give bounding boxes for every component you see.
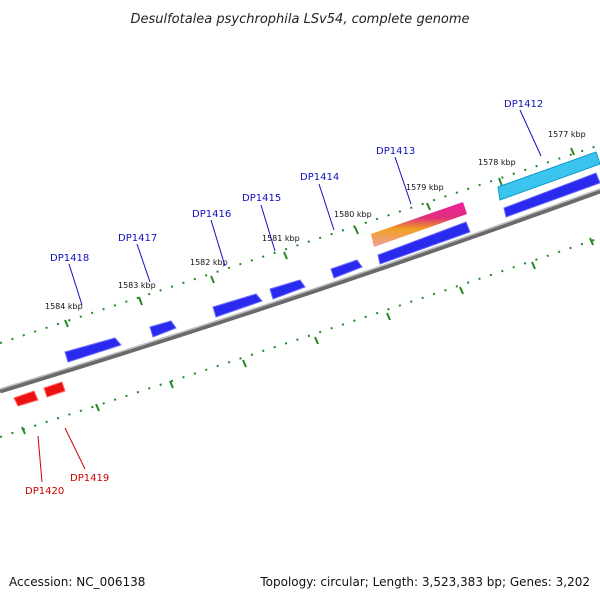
gene-dp1413-highlight[interactable] [371, 202, 467, 247]
leader-dp1417 [136, 243, 151, 283]
leader-dp1413 [394, 156, 412, 205]
leader-dp1414 [318, 183, 335, 231]
gene-dp1412-highlight[interactable] [497, 151, 600, 201]
map-title: Desulfotalea psychrophila LSv54, complet… [130, 12, 469, 27]
inner-tick [531, 261, 536, 270]
label-dp1420[interactable]: DP1420 [25, 486, 64, 497]
leader-dp1419 [64, 427, 86, 470]
gene-dp1417[interactable] [149, 320, 177, 338]
reverse-leader-lines [37, 427, 86, 483]
label-dp1415[interactable]: DP1415 [242, 193, 281, 204]
leader-dp1412 [519, 109, 542, 157]
outer-scale-ticks [64, 147, 575, 328]
leader-dp1418 [68, 263, 83, 306]
gene-dp1415[interactable] [269, 279, 306, 300]
inner-tick [95, 403, 100, 412]
leader-dp1415 [260, 204, 276, 252]
forward-gene-labels: DP1412 DP1413 DP1414 DP1415 DP1416 DP141… [50, 99, 543, 264]
leader-dp1416 [210, 219, 226, 267]
gene-dp1412-track[interactable] [503, 172, 600, 218]
tick-1577 [570, 147, 575, 156]
label-dp1418[interactable]: DP1418 [50, 253, 89, 264]
scale-label-1583: 1583 kbp [118, 281, 156, 290]
forward-genes [64, 172, 600, 363]
tick-1582 [210, 275, 215, 284]
gene-dp1413-track[interactable] [377, 221, 471, 265]
tick-1579 [426, 202, 431, 211]
tick-1584 [64, 319, 69, 328]
label-dp1414[interactable]: DP1414 [300, 172, 339, 183]
label-dp1413[interactable]: DP1413 [376, 146, 415, 157]
genome-backbone [0, 188, 600, 394]
inner-tick [21, 426, 26, 435]
scale-label-1582: 1582 kbp [190, 258, 228, 267]
tick-1580 [354, 226, 359, 235]
scale-label-1580: 1580 kbp [334, 210, 372, 219]
inner-tick [169, 380, 174, 389]
label-dp1412[interactable]: DP1412 [504, 99, 543, 110]
reverse-gene-labels: DP1419 DP1420 [25, 473, 109, 497]
gene-dp1418[interactable] [64, 337, 122, 363]
gene-dp1414[interactable] [330, 259, 363, 279]
scale-labels: 1577 kbp 1578 kbp 1579 kbp 1580 kbp 1581… [45, 130, 586, 311]
scale-label-1579: 1579 kbp [406, 183, 444, 192]
forward-leader-lines [68, 109, 542, 306]
label-dp1417[interactable]: DP1417 [118, 233, 157, 244]
inner-tick [314, 336, 319, 345]
inner-tick [386, 312, 391, 321]
inner-tick [459, 286, 464, 295]
inner-scale-track [0, 237, 600, 438]
leader-dp1420 [37, 435, 43, 483]
gene-dp1416[interactable] [212, 293, 263, 318]
label-dp1416[interactable]: DP1416 [192, 209, 231, 220]
gene-dp1420[interactable] [13, 390, 39, 407]
inner-scale-ticks [21, 237, 594, 435]
inner-tick [242, 359, 247, 368]
inner-tick [589, 237, 594, 246]
scale-label-1578: 1578 kbp [478, 158, 516, 167]
genome-backbone-highlight [0, 188, 600, 390]
tick-1583 [138, 296, 143, 306]
genome-summary-text: Topology: circular; Length: 3,523,383 bp… [259, 575, 590, 589]
reverse-genes [13, 381, 66, 407]
label-dp1419[interactable]: DP1419 [70, 473, 109, 484]
accession-text: Accession: NC_006138 [9, 575, 145, 589]
scale-label-1577: 1577 kbp [548, 130, 586, 139]
scale-label-1581: 1581 kbp [262, 234, 300, 243]
tick-1581 [283, 251, 288, 260]
gene-dp1419[interactable] [43, 381, 66, 398]
tick-1578 [498, 177, 503, 187]
scale-label-1584: 1584 kbp [45, 302, 83, 311]
